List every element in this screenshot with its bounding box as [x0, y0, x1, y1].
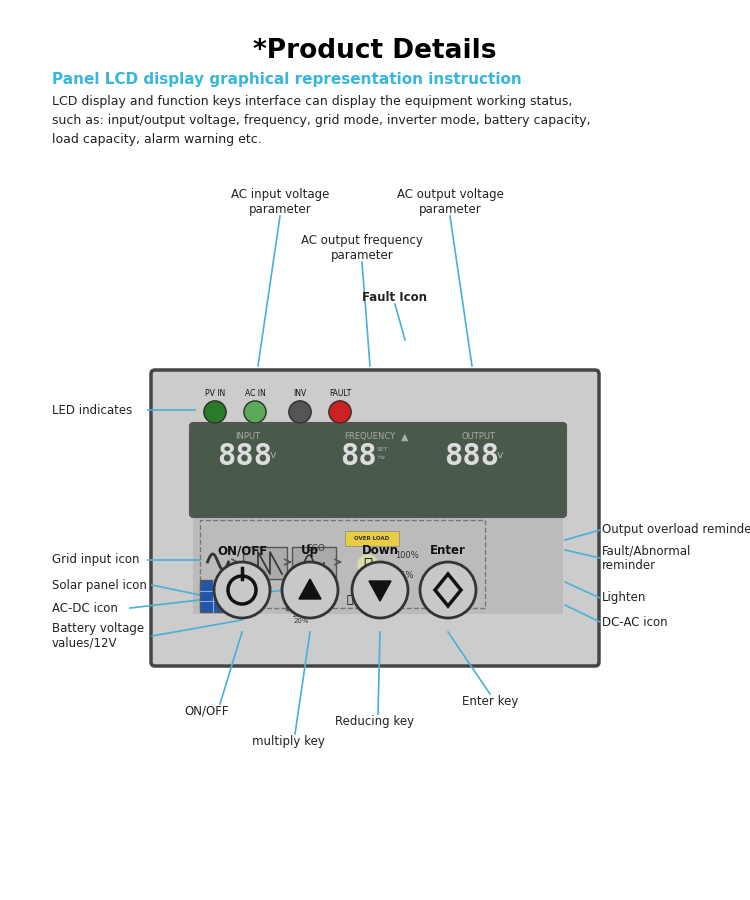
Text: 💡: 💡	[364, 557, 373, 572]
Text: 100%: 100%	[395, 551, 418, 560]
Text: INPUT: INPUT	[236, 432, 260, 441]
Text: ▲: ▲	[401, 432, 409, 442]
Text: 888: 888	[445, 442, 500, 471]
Text: 888: 888	[217, 442, 272, 471]
Text: Enter: Enter	[430, 544, 466, 557]
Circle shape	[244, 401, 266, 423]
Text: LCD display and function keys interface can display the equipment working status: LCD display and function keys interface …	[52, 95, 572, 108]
Text: Panel LCD display graphical representation instruction: Panel LCD display graphical representati…	[52, 72, 522, 87]
Text: Grid input icon: Grid input icon	[52, 554, 140, 566]
Text: Reducing key: Reducing key	[335, 715, 415, 728]
Text: 25%: 25%	[395, 571, 413, 580]
Text: such as: input/output voltage, frequency, grid mode, inverter mode, battery capa: such as: input/output voltage, frequency…	[52, 114, 591, 127]
FancyBboxPatch shape	[190, 423, 566, 517]
Text: AC IN: AC IN	[244, 389, 266, 398]
Circle shape	[214, 562, 270, 618]
FancyBboxPatch shape	[288, 586, 314, 592]
Text: load capacity, alarm warning etc.: load capacity, alarm warning etc.	[52, 133, 262, 146]
Text: 🔌: 🔌	[346, 595, 353, 605]
Text: OVER LOAD: OVER LOAD	[355, 536, 389, 541]
FancyBboxPatch shape	[292, 547, 336, 579]
Text: OUTPUT: OUTPUT	[461, 432, 495, 441]
Text: Enter key: Enter key	[462, 695, 518, 708]
Polygon shape	[369, 581, 391, 601]
Circle shape	[352, 562, 408, 618]
Circle shape	[358, 555, 378, 575]
Text: 100%: 100%	[291, 612, 311, 618]
FancyBboxPatch shape	[288, 578, 314, 584]
Circle shape	[204, 401, 226, 423]
FancyBboxPatch shape	[243, 547, 287, 579]
Text: PV IN: PV IN	[205, 389, 225, 398]
Text: Output overload reminder: Output overload reminder	[602, 524, 750, 536]
Text: Fault Icon: Fault Icon	[362, 291, 428, 304]
FancyBboxPatch shape	[286, 574, 316, 610]
Circle shape	[329, 401, 351, 423]
Text: SET: SET	[377, 447, 388, 452]
Polygon shape	[299, 579, 321, 599]
Text: LED indicates: LED indicates	[52, 403, 132, 417]
Text: Fault/Abnormal
reminder: Fault/Abnormal reminder	[602, 544, 692, 572]
FancyBboxPatch shape	[345, 531, 399, 546]
Text: Battery voltage
values/12V: Battery voltage values/12V	[52, 622, 144, 650]
Text: INV: INV	[293, 389, 307, 398]
Text: Up: Up	[301, 544, 319, 557]
FancyBboxPatch shape	[151, 370, 599, 666]
Text: AC input voltage
parameter: AC input voltage parameter	[231, 188, 329, 216]
Text: DC-AC icon: DC-AC icon	[602, 616, 668, 628]
FancyBboxPatch shape	[288, 602, 314, 608]
Text: ON/OFF: ON/OFF	[184, 705, 230, 718]
Text: ECO: ECO	[307, 544, 326, 553]
Text: ON/OFF: ON/OFF	[217, 544, 267, 557]
Text: AC output voltage
parameter: AC output voltage parameter	[397, 188, 503, 216]
Text: multiply key: multiply key	[251, 735, 325, 748]
FancyBboxPatch shape	[288, 594, 314, 600]
Text: AC-DC icon: AC-DC icon	[52, 601, 118, 615]
Text: FAULT: FAULT	[328, 389, 351, 398]
Text: 20%: 20%	[293, 618, 309, 624]
Circle shape	[420, 562, 476, 618]
Text: Lighten: Lighten	[602, 591, 646, 605]
Text: *Product Details: *Product Details	[254, 38, 496, 64]
Text: v: v	[270, 450, 277, 460]
Text: Down: Down	[362, 544, 398, 557]
Text: v: v	[497, 450, 504, 460]
FancyBboxPatch shape	[200, 580, 240, 612]
Text: AC output frequency
parameter: AC output frequency parameter	[301, 234, 423, 262]
Text: Solar panel icon: Solar panel icon	[52, 579, 147, 591]
Circle shape	[289, 401, 311, 423]
Circle shape	[282, 562, 338, 618]
Text: FREQUENCY: FREQUENCY	[344, 432, 395, 441]
Text: Hz: Hz	[377, 455, 385, 460]
Text: 88: 88	[340, 442, 376, 471]
FancyBboxPatch shape	[193, 517, 563, 614]
